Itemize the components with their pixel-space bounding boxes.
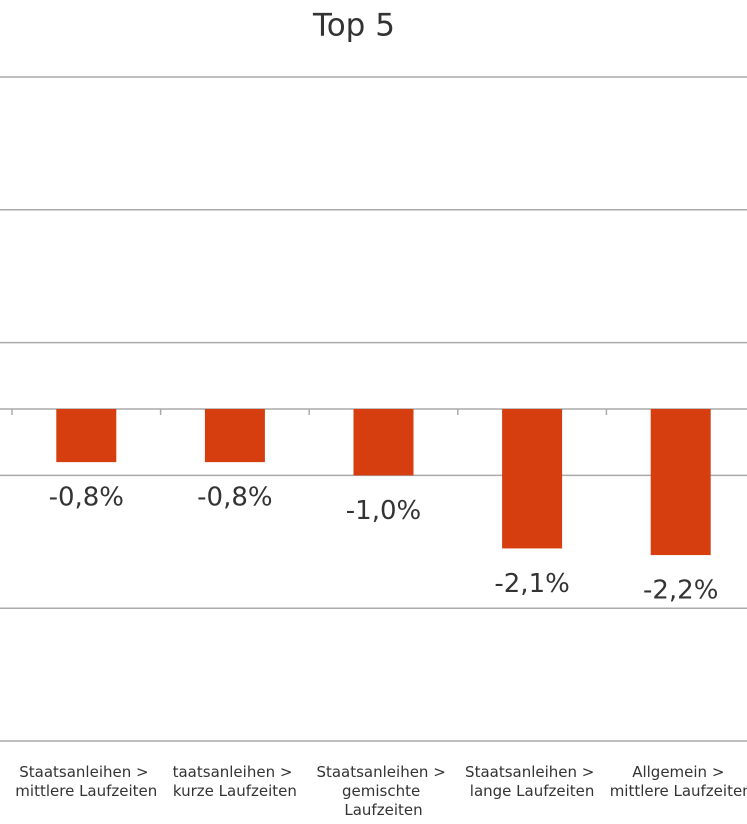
data-label: -1,0% — [346, 496, 421, 526]
x-tick-label: Staatsanleihen > gemischte Laufzeiten — [316, 763, 450, 819]
data-label: -0,8% — [197, 483, 272, 513]
x-tick-label: Staatsanleihen > mittlere Laufzeiten — [15, 763, 157, 800]
x-tick-label: taatsanleihen > kurze Laufzeiten — [173, 763, 298, 800]
bar — [204, 409, 265, 463]
bar — [56, 409, 117, 463]
data-label: -2,2% — [643, 576, 718, 606]
bar — [650, 409, 711, 556]
x-tick-label: Staatsanleihen > lange Laufzeiten — [465, 763, 599, 800]
bar — [502, 409, 563, 549]
chart-title: Top 5 — [312, 8, 395, 44]
x-tick-label: Allgemein > mittlere Laufzeiten — [610, 763, 747, 800]
bar — [353, 409, 414, 476]
data-label: -0,8% — [49, 483, 124, 513]
data-label: -2,1% — [494, 569, 569, 599]
